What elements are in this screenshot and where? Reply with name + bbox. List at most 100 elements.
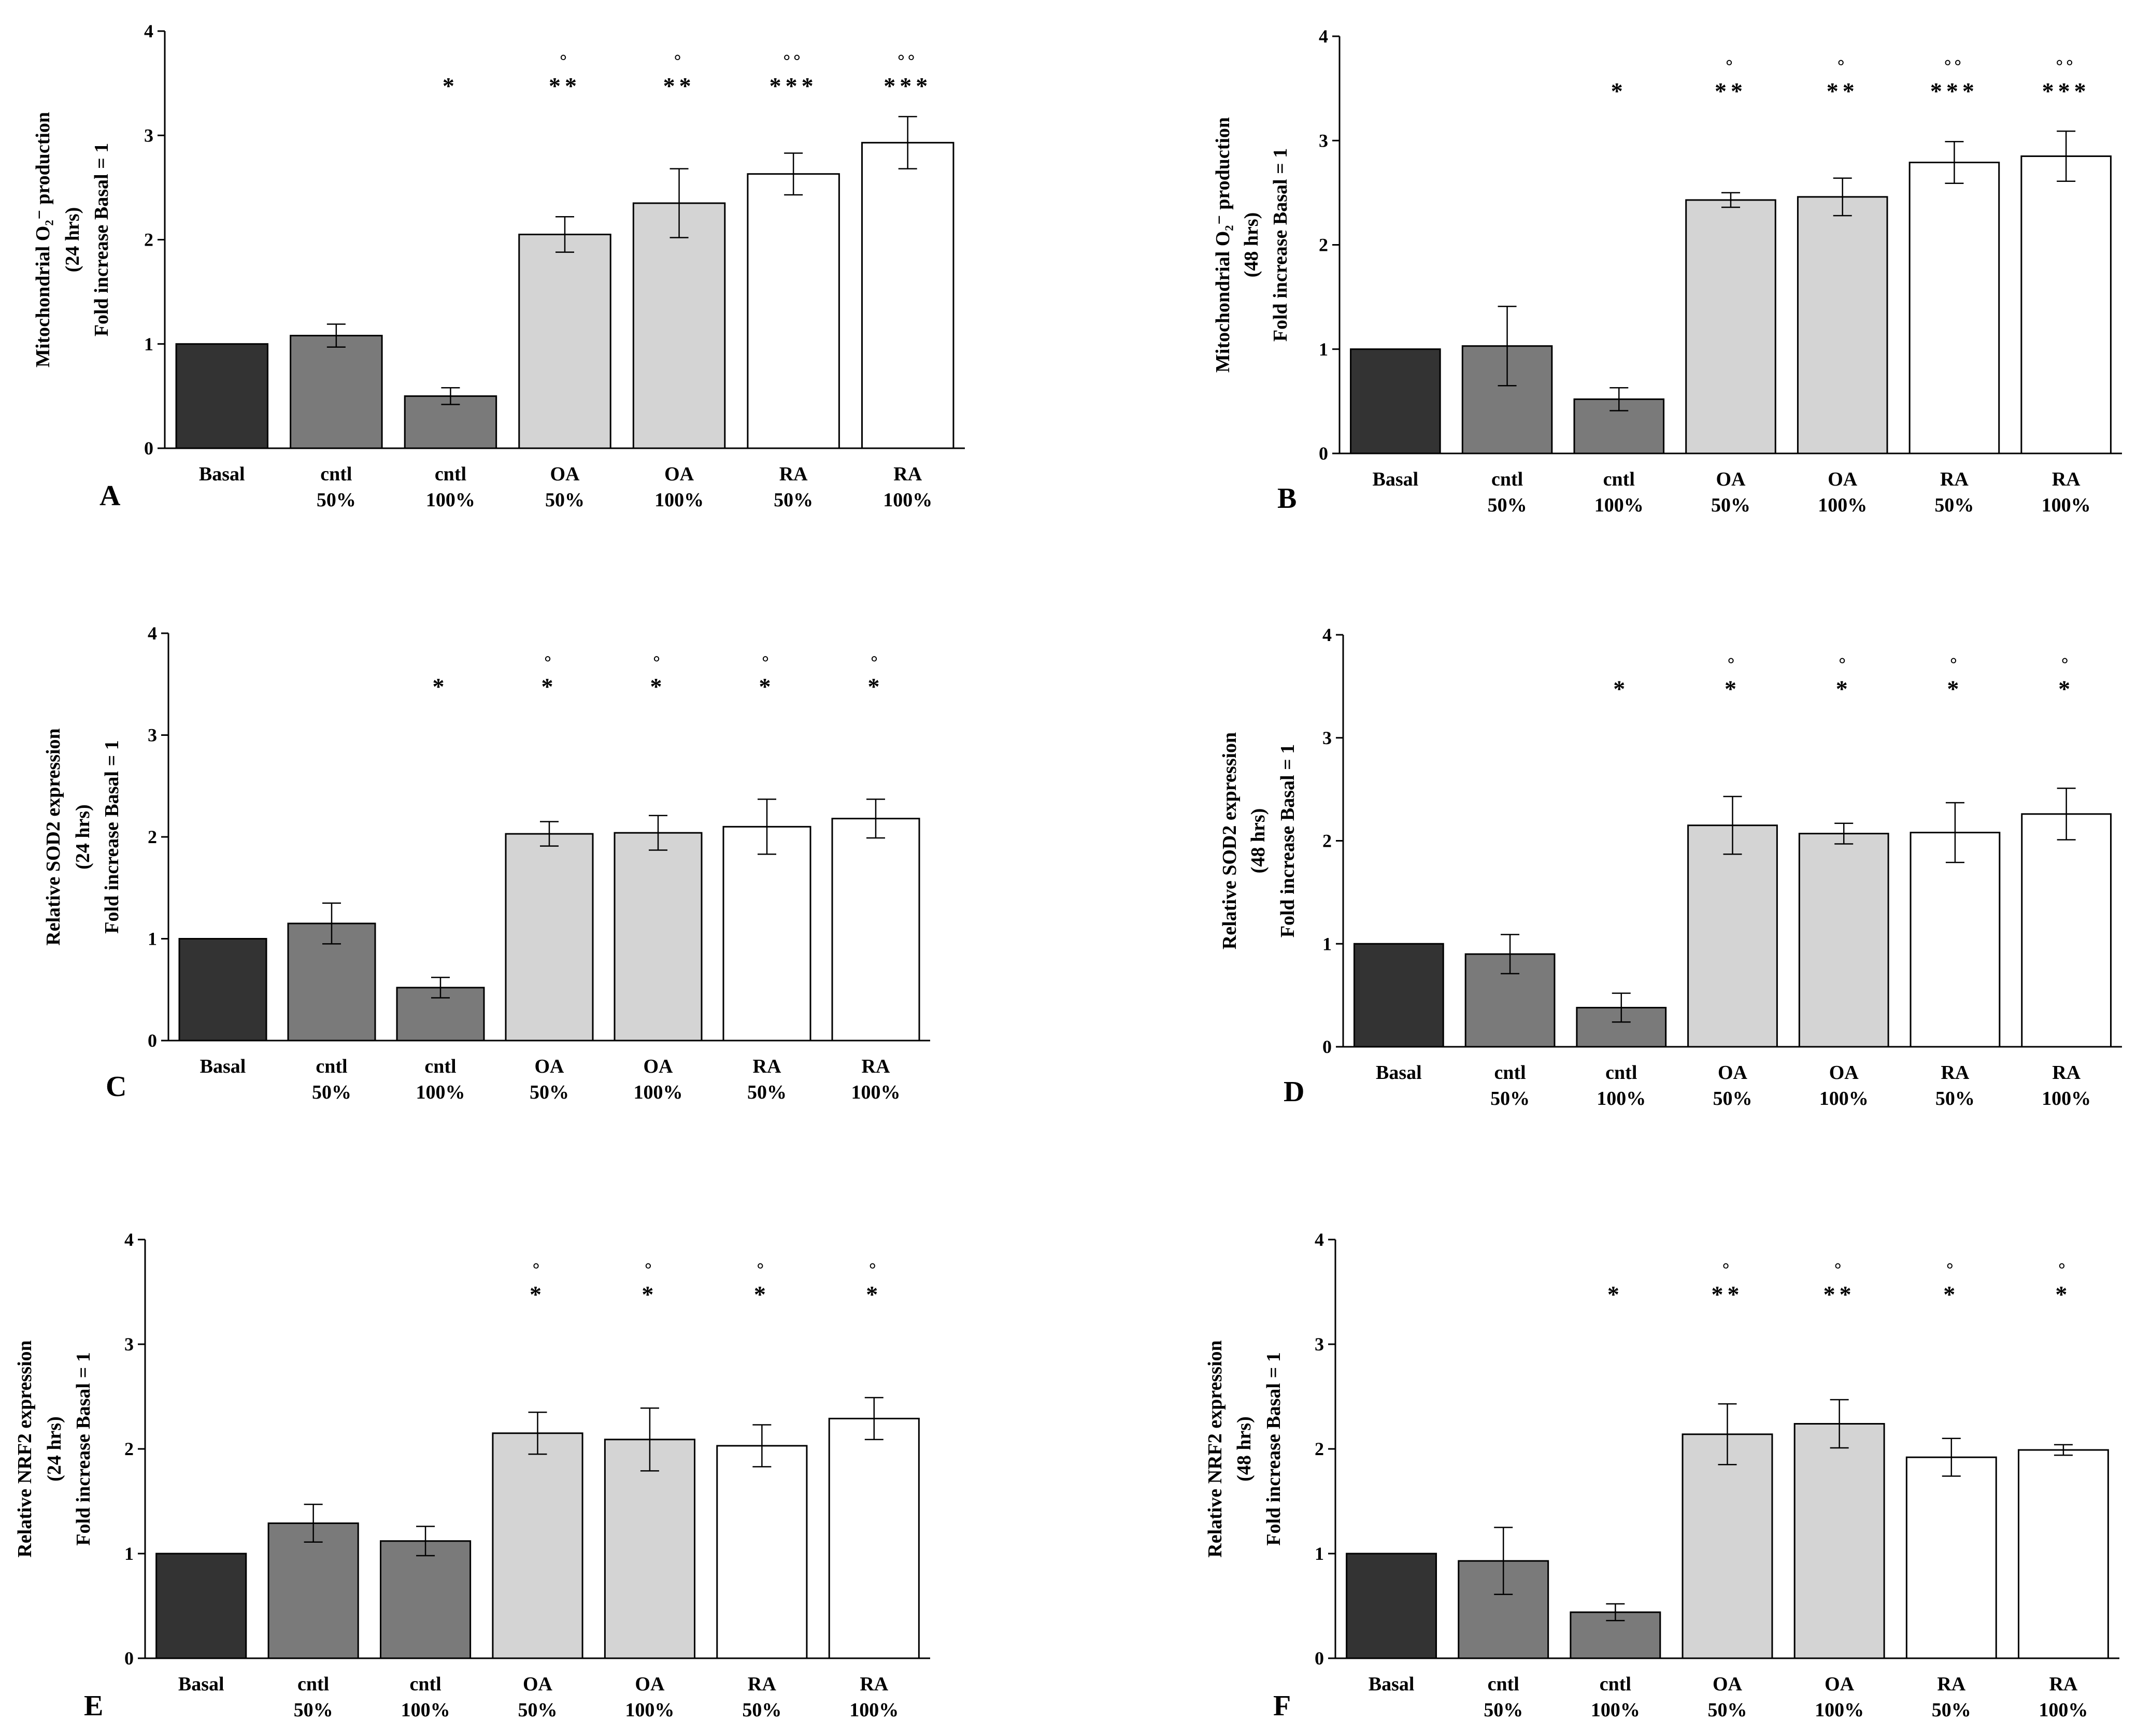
bar <box>1685 199 1776 454</box>
category-label: OA <box>1713 1673 1743 1695</box>
category-label: OA <box>1829 1062 1859 1084</box>
bar <box>722 826 811 1042</box>
significance-stars: ** <box>663 73 695 99</box>
bar <box>632 202 726 449</box>
significance-circles: ° <box>1726 56 1736 76</box>
bar <box>1682 1433 1773 1659</box>
y-tick-label: 3 <box>124 1334 134 1355</box>
significance-stars: ** <box>549 73 581 99</box>
category-label: RA <box>2052 468 2081 490</box>
bar <box>2017 1449 2109 1659</box>
y-tick-label: 0 <box>144 438 153 459</box>
y-tick-label: 1 <box>1315 1543 1324 1564</box>
bar <box>861 141 954 449</box>
significance-stars: * <box>754 1281 770 1307</box>
bar <box>614 832 703 1042</box>
category-label: cntl <box>409 1673 441 1695</box>
significance-circles: ° <box>757 1260 767 1279</box>
category-label: cntl <box>1494 1062 1526 1084</box>
category-label: OA <box>1825 1673 1855 1695</box>
y-axis-label: Relative SOD2 expression <box>42 728 64 945</box>
y-tick-label: 1 <box>1322 933 1332 954</box>
significance-circles: ° <box>871 653 881 672</box>
panel-letter: A <box>99 480 121 512</box>
panel-letter: C <box>106 1071 126 1103</box>
significance-circles: ° <box>674 51 685 70</box>
category-sublabel: 50% <box>1711 494 1750 516</box>
y-axis-label: Mitochondrial O₂⁻ production <box>1212 117 1234 373</box>
category-sublabel: 100% <box>1818 494 1867 516</box>
y-tick-label: 1 <box>148 929 157 949</box>
y-tick-label: 3 <box>144 125 153 146</box>
category-label: cntl <box>320 463 352 485</box>
category-label: Basal <box>1369 1673 1415 1695</box>
y-tick-label: 4 <box>1315 1229 1324 1250</box>
chart-panel-a: 0 1 2 3 4 Mitochondrial O₂⁻ production (24 hrs… <box>32 21 965 512</box>
y-tick-label: 4 <box>148 623 157 644</box>
category-label: RA <box>779 463 808 485</box>
significance-stars: ** <box>1715 78 1747 104</box>
bar <box>831 818 920 1042</box>
y-tick-label: 0 <box>124 1648 134 1669</box>
category-sublabel: 100% <box>1597 1088 1646 1109</box>
category-label: RA <box>748 1673 776 1695</box>
category-label: RA <box>893 463 922 485</box>
significance-stars: ** <box>1823 1281 1856 1307</box>
category-sublabel: 50% <box>1934 494 1974 516</box>
category-label: RA <box>860 1673 888 1695</box>
y-axis-label: Fold increase Basal = 1 <box>1277 744 1299 938</box>
y-axis-label: Fold increase Basal = 1 <box>101 740 123 934</box>
category-label: RA <box>2049 1673 2077 1695</box>
significance-stars: * <box>2055 1281 2071 1307</box>
category-sublabel: 50% <box>1488 494 1527 516</box>
panel-letter: F <box>1273 1690 1291 1722</box>
category-label: RA <box>862 1056 890 1077</box>
category-sublabel: 50% <box>742 1699 781 1721</box>
category-sublabel: 50% <box>294 1699 333 1721</box>
bar <box>1905 1456 1997 1659</box>
significance-stars: * <box>1836 675 1852 702</box>
significance-stars: * <box>1943 1281 1959 1307</box>
significance-circles: °° <box>1944 56 1964 76</box>
category-sublabel: 100% <box>883 489 932 511</box>
bar <box>1346 1553 1437 1659</box>
category-label: OA <box>1828 468 1858 490</box>
significance-stars: * <box>1611 78 1627 104</box>
y-axis-label: (48 hrs) <box>1247 808 1269 874</box>
significance-stars: * <box>650 673 666 700</box>
category-sublabel: 50% <box>545 489 585 511</box>
y-tick-label: 4 <box>1322 624 1332 645</box>
significance-circles: ° <box>533 1260 543 1279</box>
category-label: OA <box>535 1056 565 1077</box>
y-tick-label: 4 <box>124 1229 134 1250</box>
significance-circles: ° <box>869 1260 879 1279</box>
significance-circles: °° <box>2056 56 2076 76</box>
category-sublabel: 100% <box>634 1082 683 1103</box>
chart-panel-e: 0 1 2 3 4 Relative NRF2 expression (24 hrs) Fol… <box>14 1229 930 1722</box>
y-axis-label: Relative NRF2 expression <box>14 1340 36 1557</box>
y-tick-label: 3 <box>148 725 157 746</box>
category-label: cntl <box>316 1056 347 1077</box>
significance-circles: ° <box>1839 655 1849 674</box>
bar <box>1350 348 1441 454</box>
y-tick-label: 2 <box>148 827 157 847</box>
significance-circles: ° <box>645 1260 655 1279</box>
category-label: RA <box>753 1056 781 1077</box>
category-label: cntl <box>297 1673 329 1695</box>
bar <box>380 1540 472 1659</box>
bar <box>1687 824 1778 1048</box>
bar <box>267 1522 359 1659</box>
significance-circles: ° <box>1837 56 1848 76</box>
category-label: cntl <box>1605 1062 1637 1084</box>
bar <box>1910 832 2001 1048</box>
y-tick-label: 3 <box>1315 1334 1324 1355</box>
significance-stars: *** <box>1930 78 1978 104</box>
y-tick-label: 2 <box>1315 1439 1324 1459</box>
y-axis-label: (24 hrs) <box>72 804 94 870</box>
category-label: OA <box>1718 1062 1748 1084</box>
bar <box>178 938 267 1042</box>
significance-stars: *** <box>770 73 818 99</box>
bar <box>1797 196 1888 454</box>
category-sublabel: 50% <box>518 1699 558 1721</box>
category-sublabel: 50% <box>317 489 356 511</box>
